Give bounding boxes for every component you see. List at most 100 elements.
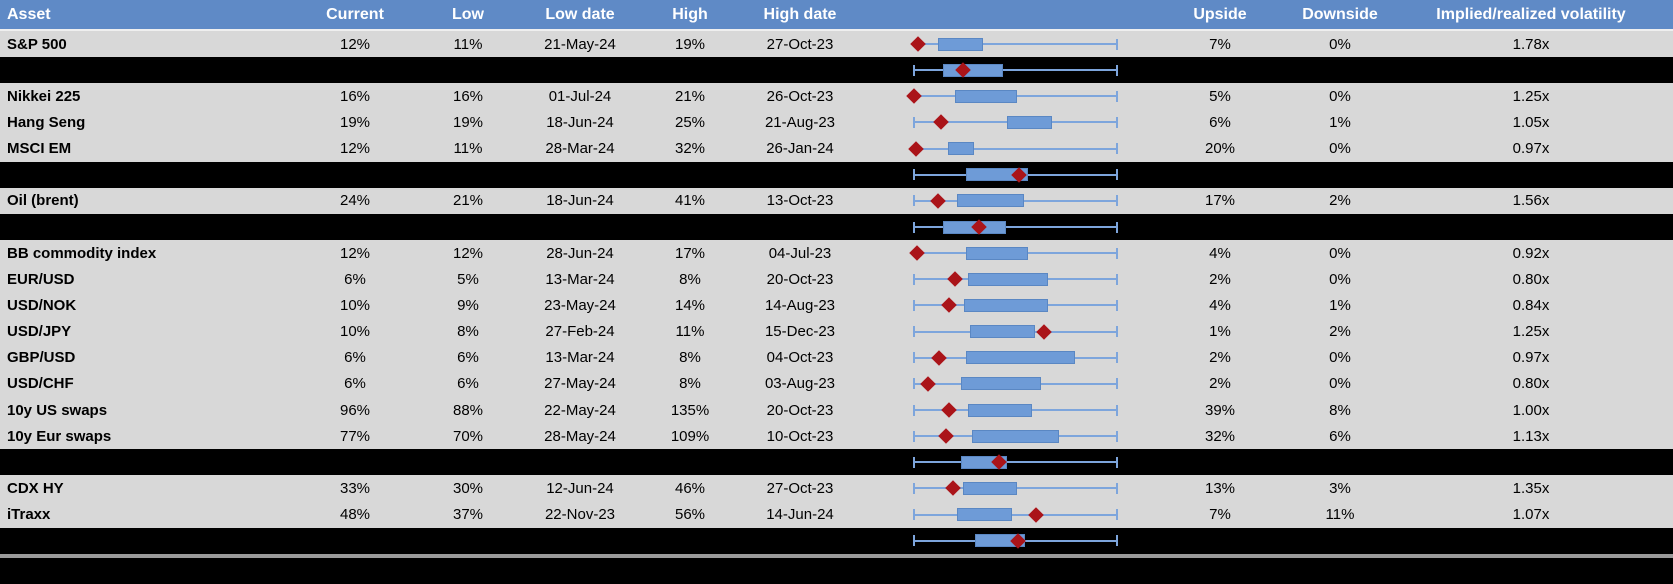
- bottom-black-band: [0, 557, 1673, 584]
- current-diamond: [947, 271, 963, 288]
- current-value: 12%: [339, 140, 371, 158]
- boxplot-axis: [913, 109, 1118, 135]
- current-value: 6%: [344, 375, 366, 393]
- boxplot-axis: [913, 449, 1118, 475]
- range-box: [1006, 115, 1052, 129]
- upside-value: 17%: [1204, 192, 1236, 210]
- current-diamond: [1028, 506, 1044, 523]
- separator-row: [0, 161, 1673, 188]
- low-value: 30%: [452, 479, 484, 497]
- range-boxplot: [864, 345, 1160, 371]
- low-date-value: 27-May-24: [544, 375, 616, 393]
- downside-value: 2%: [1329, 192, 1351, 210]
- range-boxplot: [864, 502, 1160, 528]
- volatility-value: 0.97x: [1512, 349, 1550, 367]
- low-value: 37%: [452, 506, 484, 524]
- current-diamond: [933, 114, 949, 131]
- asset-name: S&P 500: [7, 35, 67, 53]
- low-date-value: 21-May-24: [544, 35, 616, 53]
- column-header-high: High: [672, 5, 708, 23]
- downside-value: 11%: [1325, 506, 1355, 524]
- table-row: 10y US swaps 96% 88% 22-May-24 135% 20-O…: [0, 396, 1673, 424]
- range-boxplot: [864, 449, 1160, 475]
- column-header-implied-realized: Implied/realized volatility: [1436, 5, 1626, 23]
- separator-row: [0, 57, 1673, 84]
- asset-name: iTraxx: [7, 506, 51, 524]
- high-date-value: 10-Oct-23: [766, 427, 834, 445]
- whisker-cap-left: [913, 299, 915, 311]
- whisker-cap-right: [1116, 221, 1118, 233]
- table-row: Oil (brent) 24% 21% 18-Jun-24 41% 13-Oct…: [0, 187, 1673, 214]
- volatility-value: 1.05x: [1512, 113, 1550, 131]
- range-box: [964, 298, 1049, 312]
- low-date-value: 18-Jun-24: [546, 113, 614, 131]
- table-row: iTraxx 48% 37% 22-Nov-23 56% 14-Jun-24 7…: [0, 501, 1673, 528]
- high-date-value: 20-Oct-23: [766, 401, 834, 419]
- column-header-asset: Asset: [7, 5, 51, 23]
- whisker-cap-right: [1116, 64, 1118, 76]
- downside-value: 0%: [1329, 35, 1351, 53]
- high-value: 32%: [674, 140, 706, 158]
- high-date-value: 27-Oct-23: [766, 35, 834, 53]
- whisker-cap-right: [1116, 143, 1118, 155]
- low-date-value: 13-Mar-24: [545, 270, 615, 288]
- table-row: EUR/USD 6% 5% 13-Mar-24 8% 20-Oct-23 2% …: [0, 266, 1673, 293]
- table-row: USD/NOK 10% 9% 23-May-24 14% 14-Aug-23 4…: [0, 292, 1673, 319]
- low-value: 11%: [453, 35, 483, 53]
- low-value: 9%: [457, 296, 479, 314]
- current-diamond: [929, 193, 946, 209]
- current-diamond: [919, 376, 936, 392]
- boxplot-axis: [906, 83, 1118, 109]
- volatility-value: 1.00x: [1512, 401, 1550, 419]
- current-diamond: [908, 140, 924, 157]
- asset-name: BB commodity index: [7, 244, 157, 262]
- high-date-value: 13-Oct-23: [766, 192, 834, 210]
- range-box: [968, 403, 1032, 417]
- whisker-cap-left: [913, 430, 915, 442]
- low-value: 8%: [457, 323, 479, 341]
- range-boxplot: [864, 57, 1160, 83]
- low-date-value: 23-May-24: [544, 296, 616, 314]
- table-row: BB commodity index 12% 12% 28-Jun-24 17%…: [0, 240, 1673, 267]
- table-header: Asset Current Low Low date High High dat…: [0, 0, 1673, 31]
- boxplot-axis: [913, 188, 1118, 214]
- volatility-value: 1.56x: [1512, 192, 1550, 210]
- high-value: 41%: [674, 192, 706, 210]
- upside-value: 2%: [1209, 375, 1231, 393]
- upside-value: 39%: [1204, 401, 1236, 419]
- high-value: 46%: [674, 479, 706, 497]
- range-boxplot: [864, 136, 1160, 162]
- current-value: 12%: [339, 35, 371, 53]
- whisker-cap-left: [913, 116, 915, 128]
- range-box: [948, 142, 975, 156]
- whisker-cap-left: [913, 378, 915, 390]
- boxplot-axis: [913, 57, 1118, 83]
- high-date-value: 14-Aug-23: [764, 296, 836, 314]
- range-boxplot: [864, 371, 1160, 397]
- whisker-cap-left: [913, 404, 915, 416]
- range-boxplot: [864, 83, 1160, 109]
- whisker-cap-right: [1116, 195, 1118, 207]
- column-header-current: Current: [326, 5, 384, 23]
- range-box: [943, 63, 1004, 77]
- column-header-downside: Downside: [1302, 5, 1378, 23]
- range-boxplot: [864, 423, 1160, 449]
- volatility-value: 0.97x: [1512, 140, 1550, 158]
- range-boxplot: [864, 397, 1160, 423]
- current-value: 6%: [344, 270, 366, 288]
- asset-name: 10y US swaps: [7, 401, 108, 419]
- table-row: CDX HY 33% 30% 12-Jun-24 46% 27-Oct-23 1…: [0, 475, 1673, 502]
- current-value: 77%: [339, 427, 371, 445]
- boxplot-axis: [913, 162, 1118, 188]
- asset-name: USD/JPY: [7, 323, 72, 341]
- high-date-value: 27-Oct-23: [766, 479, 834, 497]
- high-value: 17%: [674, 244, 706, 262]
- range-box: [957, 508, 1012, 522]
- asset-name: Hang Seng: [7, 113, 86, 131]
- whisker-cap-right: [1116, 90, 1118, 102]
- upside-value: 4%: [1209, 296, 1231, 314]
- low-value: 21%: [452, 192, 484, 210]
- downside-value: 0%: [1329, 375, 1351, 393]
- whisker-cap-left: [913, 482, 915, 494]
- whisker-line: [913, 226, 1118, 229]
